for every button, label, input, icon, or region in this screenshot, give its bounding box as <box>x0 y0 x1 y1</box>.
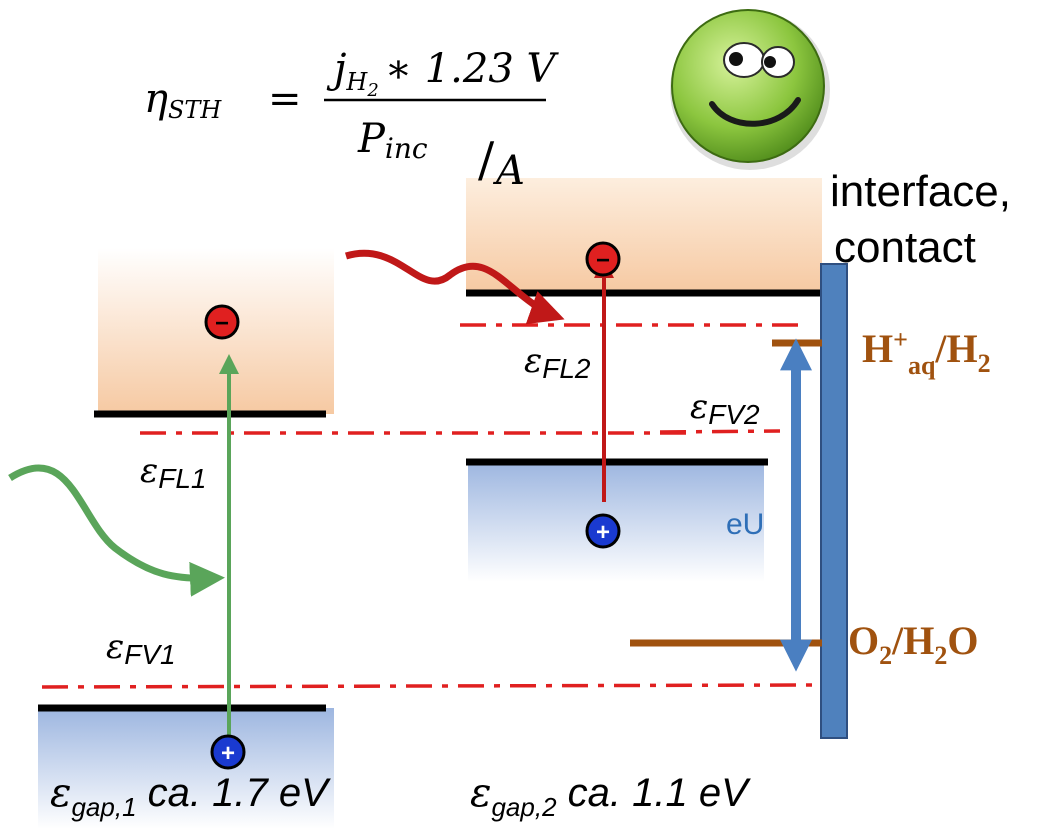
svg-text:−: − <box>215 310 229 337</box>
svg-text:/: / <box>478 132 495 188</box>
electron-1: − <box>204 304 240 340</box>
svg-text:A: A <box>492 148 525 194</box>
red-photon-arrow <box>345 249 565 325</box>
svg-text:jH2∗ 1.23 V: jH2 ∗ 1.23 V <box>326 46 559 101</box>
quasi-fermi-hole-1 <box>41 683 813 689</box>
svg-text:+: + <box>221 740 235 767</box>
redox-label-o2: O2/H2O <box>848 618 978 670</box>
fl2-label: εFL2 <box>524 341 591 384</box>
redox-label-h2: H+aq/H2 <box>862 325 991 380</box>
interface-contact-bar <box>820 263 848 739</box>
fv1-label: εFV1 <box>106 627 176 670</box>
hole-1: + <box>210 734 246 770</box>
smiley-icon <box>670 9 830 170</box>
interface-label-line2: contact <box>834 223 976 272</box>
valence-band-1 <box>38 708 334 829</box>
electron-2: − <box>585 241 621 277</box>
svg-text:=: = <box>268 76 302 122</box>
sth-efficiency-formula: ηSTH = jH2 ∗ 1.23 V Pinc / A <box>144 46 559 194</box>
interface-label-line1: interface, <box>830 167 1011 216</box>
svg-text:+: + <box>596 519 610 546</box>
svg-text:−: − <box>596 247 610 274</box>
conduction-band-2 <box>466 178 822 293</box>
eu-label: eU <box>726 508 764 541</box>
gap2-label: εgap,2 ca. 1.1 eV <box>470 770 751 822</box>
svg-text:ηSTH: ηSTH <box>144 76 222 124</box>
fl1-label: εFL1 <box>140 451 207 494</box>
hole-2: + <box>585 513 621 549</box>
gap1-label: εgap,1 ca. 1.7 eV <box>50 770 331 822</box>
quasi-fermi-hole-2 <box>659 429 781 434</box>
svg-text:Pinc: Pinc <box>357 116 428 165</box>
fv2-label: εFV2 <box>690 387 760 430</box>
green-photon-arrow <box>8 464 225 597</box>
